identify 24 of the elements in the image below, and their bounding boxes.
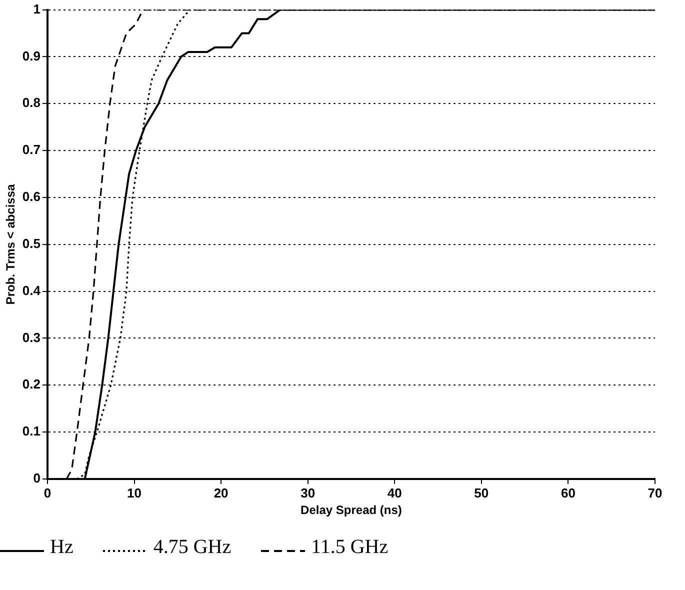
legend-label: Hz [50, 536, 74, 559]
x-tick-label: 40 [387, 485, 402, 500]
x-tick-label: 50 [474, 485, 489, 500]
y-tick-label: 0.5 [22, 236, 40, 251]
x-axis-title: Delay Spread (ns) [300, 503, 402, 518]
y-tick-label: 1 [33, 1, 40, 16]
x-tick-label: 10 [127, 485, 142, 500]
x-tick-label: 0 [44, 485, 52, 500]
x-tick-label: 30 [300, 485, 316, 500]
legend-label: 4.75 GHz [153, 536, 232, 559]
y-tick-label: 0.6 [22, 189, 40, 204]
y-tick-label: 0.7 [22, 142, 40, 158]
y-tick-label: 0.1 [22, 424, 40, 439]
y-tick-label: 0.3 [22, 330, 40, 345]
y-axis-title: Prob. Trms < abcissa [4, 184, 18, 305]
y-tick-label: 0.9 [22, 48, 40, 64]
y-tick-label: 0 [33, 470, 40, 486]
y-tick-label: 0.4 [22, 282, 42, 298]
legend-label: 11.5 GHz [311, 536, 388, 559]
x-tick-label: 70 [648, 485, 662, 500]
x-tick-label: 60 [560, 485, 576, 500]
y-tick-label: 0.8 [22, 95, 40, 110]
x-tick-label: 20 [214, 485, 228, 500]
y-tick-label: 0.2 [22, 376, 40, 392]
